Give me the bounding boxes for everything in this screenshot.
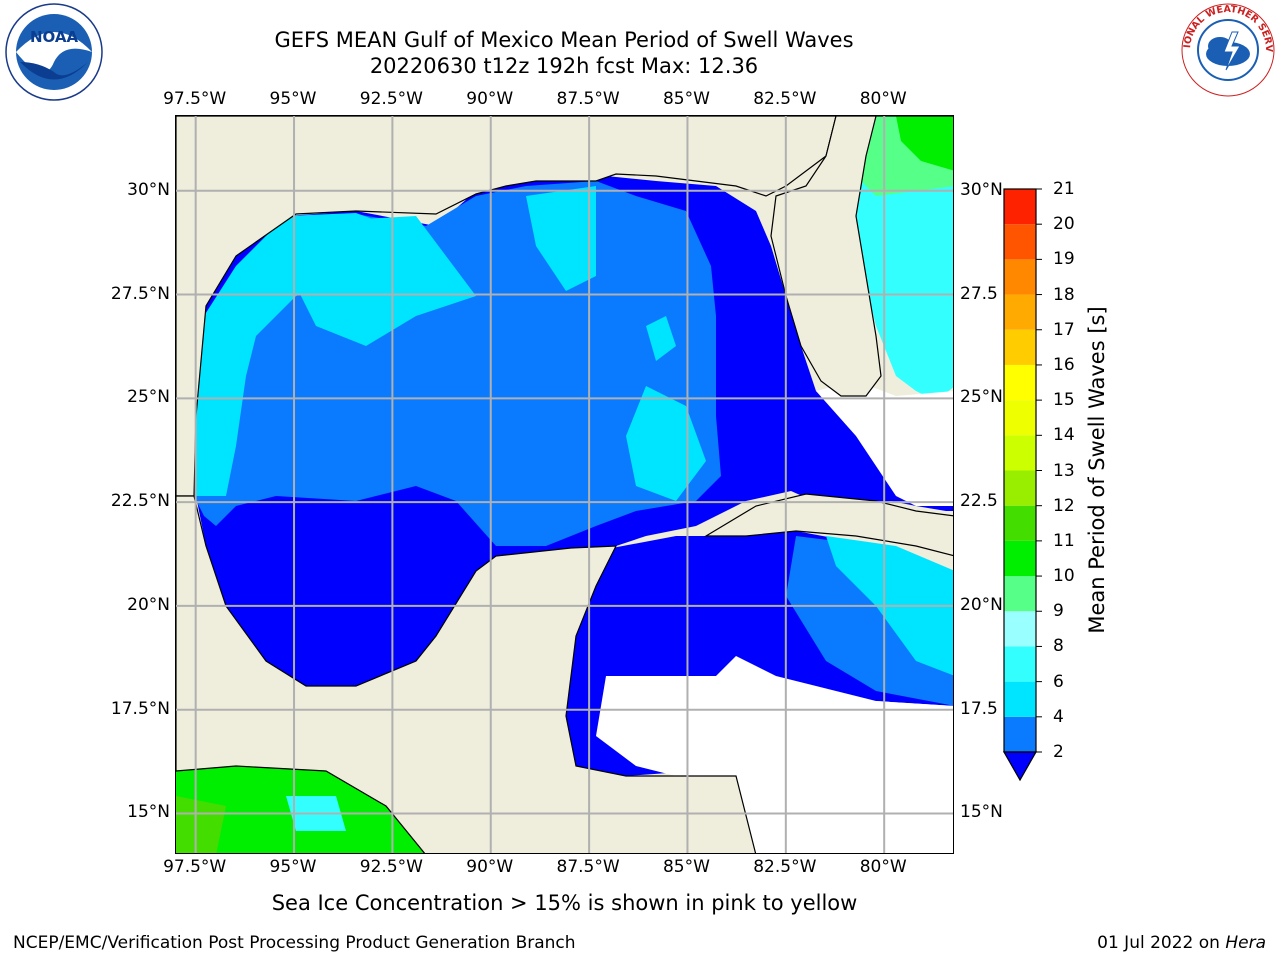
colorbar-bin xyxy=(1004,611,1036,647)
colorbar xyxy=(1003,188,1042,782)
colorbar-level-label: 19 xyxy=(1053,249,1075,270)
land-mexico xyxy=(176,495,757,853)
colorbar-level-label: 10 xyxy=(1053,566,1075,587)
lon-label-bottom: 87.5°W xyxy=(556,857,620,877)
lat-label-left: 30°N xyxy=(127,179,170,200)
run-date: 01 Jul 2022 on Hera xyxy=(1097,933,1266,953)
lon-label-bottom: 85°W xyxy=(662,857,710,877)
lat-label-right: 25°N xyxy=(960,387,1003,408)
noaa-logo: NOAA xyxy=(4,2,104,106)
gulf-cyan-spot xyxy=(646,316,676,361)
colorbar-level-label: 17 xyxy=(1053,319,1075,340)
colorbar-bin xyxy=(1004,329,1036,365)
colorbar-bin xyxy=(1004,435,1036,471)
run-host: Hera xyxy=(1225,933,1266,953)
colorbar-under-arrow xyxy=(1003,751,1038,782)
lon-label-bottom: 80°W xyxy=(859,857,907,877)
colorbar-bin xyxy=(1004,505,1036,541)
colorbar-level-label: 13 xyxy=(1053,460,1075,481)
colorbar-bin xyxy=(1004,400,1036,436)
lat-label-left: 20°N xyxy=(127,594,170,615)
colorbar-level-label: 11 xyxy=(1053,530,1075,551)
colorbar-bin xyxy=(1004,576,1036,612)
lon-label-bottom: 90°W xyxy=(466,857,514,877)
lon-label-bottom: 92.5°W xyxy=(359,857,423,877)
lat-label-left: 15°N xyxy=(127,802,170,823)
lon-label-top: 97.5°W xyxy=(163,89,227,109)
land-cuba xyxy=(703,493,953,557)
lat-label-right: 20°N xyxy=(960,594,1003,615)
nws-logo: NATIONAL WEATHER SERVICE xyxy=(1176,0,1276,102)
svg-text:NOAA: NOAA xyxy=(30,28,79,46)
lon-label-top: 95°W xyxy=(269,89,317,109)
credit-text: NCEP/EMC/Verification Post Processing Pr… xyxy=(13,933,576,953)
lat-label-left: 22.5°N xyxy=(110,491,170,512)
colorbar-level-label: 8 xyxy=(1053,636,1064,657)
map-svg xyxy=(176,116,953,853)
no-data-caribbean xyxy=(596,656,953,853)
colorbar-level-label: 2 xyxy=(1053,742,1064,762)
map-panel xyxy=(175,115,954,854)
lat-label-right: 27.5 xyxy=(960,283,998,304)
colorbar-bin xyxy=(1004,294,1036,330)
colorbar-bin xyxy=(1004,716,1036,752)
chart-title: GEFS MEAN Gulf of Mexico Mean Period of … xyxy=(274,28,854,52)
lat-label-right: 17.5 xyxy=(960,698,998,719)
gulf-cyan-center xyxy=(626,386,706,501)
lon-label-top: 92.5°W xyxy=(359,89,423,109)
run-date-prefix: 01 Jul 2022 on xyxy=(1097,933,1226,953)
gulf-cyan-west xyxy=(194,213,426,496)
lon-label-bottom: 95°W xyxy=(269,857,317,877)
colorbar-bin xyxy=(1004,681,1036,717)
colorbar-level-label: 21 xyxy=(1053,179,1075,199)
lat-label-right: 22.5 xyxy=(960,491,998,512)
atlantic-florida-green2 xyxy=(896,116,953,171)
lat-label-right: 30°N xyxy=(960,179,1003,200)
land xyxy=(176,116,953,853)
colorbar-bin xyxy=(1004,259,1036,295)
colorbar-level-label: 15 xyxy=(1053,390,1075,411)
colorbar-bin xyxy=(1004,470,1036,506)
lat-label-left: 17.5°N xyxy=(110,698,170,719)
colorbar-bin xyxy=(1004,224,1036,260)
lon-label-top: 87.5°W xyxy=(556,89,620,109)
lon-label-top: 80°W xyxy=(859,89,907,109)
colorbar-bin xyxy=(1004,189,1036,225)
gulf-cyan-west-2 xyxy=(296,216,476,346)
lon-label-top: 82.5°W xyxy=(753,89,817,109)
colorbar-level-label: 4 xyxy=(1053,706,1064,727)
colorbar-level-label: 16 xyxy=(1053,354,1075,375)
lon-label-bottom: 97.5°W xyxy=(163,857,227,877)
colorbar-bin xyxy=(1004,540,1036,577)
colorbar-level-label: 18 xyxy=(1053,284,1075,305)
land-us-north xyxy=(176,116,953,497)
sea-ice-note: Sea Ice Concentration > 15% is shown in … xyxy=(271,891,858,915)
colorbar-level-label: 12 xyxy=(1053,495,1075,516)
lon-label-bottom: 82.5°W xyxy=(753,857,817,877)
gulf-cyan-north xyxy=(526,186,596,291)
colorbar-title: Mean Period of Swell Waves [s] xyxy=(1085,306,1109,634)
lat-label-right: 15°N xyxy=(960,802,1003,823)
pacific-light xyxy=(176,796,226,853)
lon-label-top: 90°W xyxy=(466,89,514,109)
colorbar-bin xyxy=(1004,646,1036,682)
graticule xyxy=(176,116,953,853)
lon-label-top: 85°W xyxy=(662,89,710,109)
colorbar-level-label: 20 xyxy=(1053,214,1075,235)
colorbar-level-label: 6 xyxy=(1053,671,1064,692)
colorbar-level-label: 14 xyxy=(1053,425,1075,446)
colorbar-level-label: 9 xyxy=(1053,601,1064,622)
chart-subtitle: 20220630 t12z 192h fcst Max: 12.36 xyxy=(369,54,759,78)
colorbar-bin xyxy=(1004,364,1036,401)
lat-label-left: 27.5°N xyxy=(110,283,170,304)
lat-label-left: 25°N xyxy=(127,387,170,408)
